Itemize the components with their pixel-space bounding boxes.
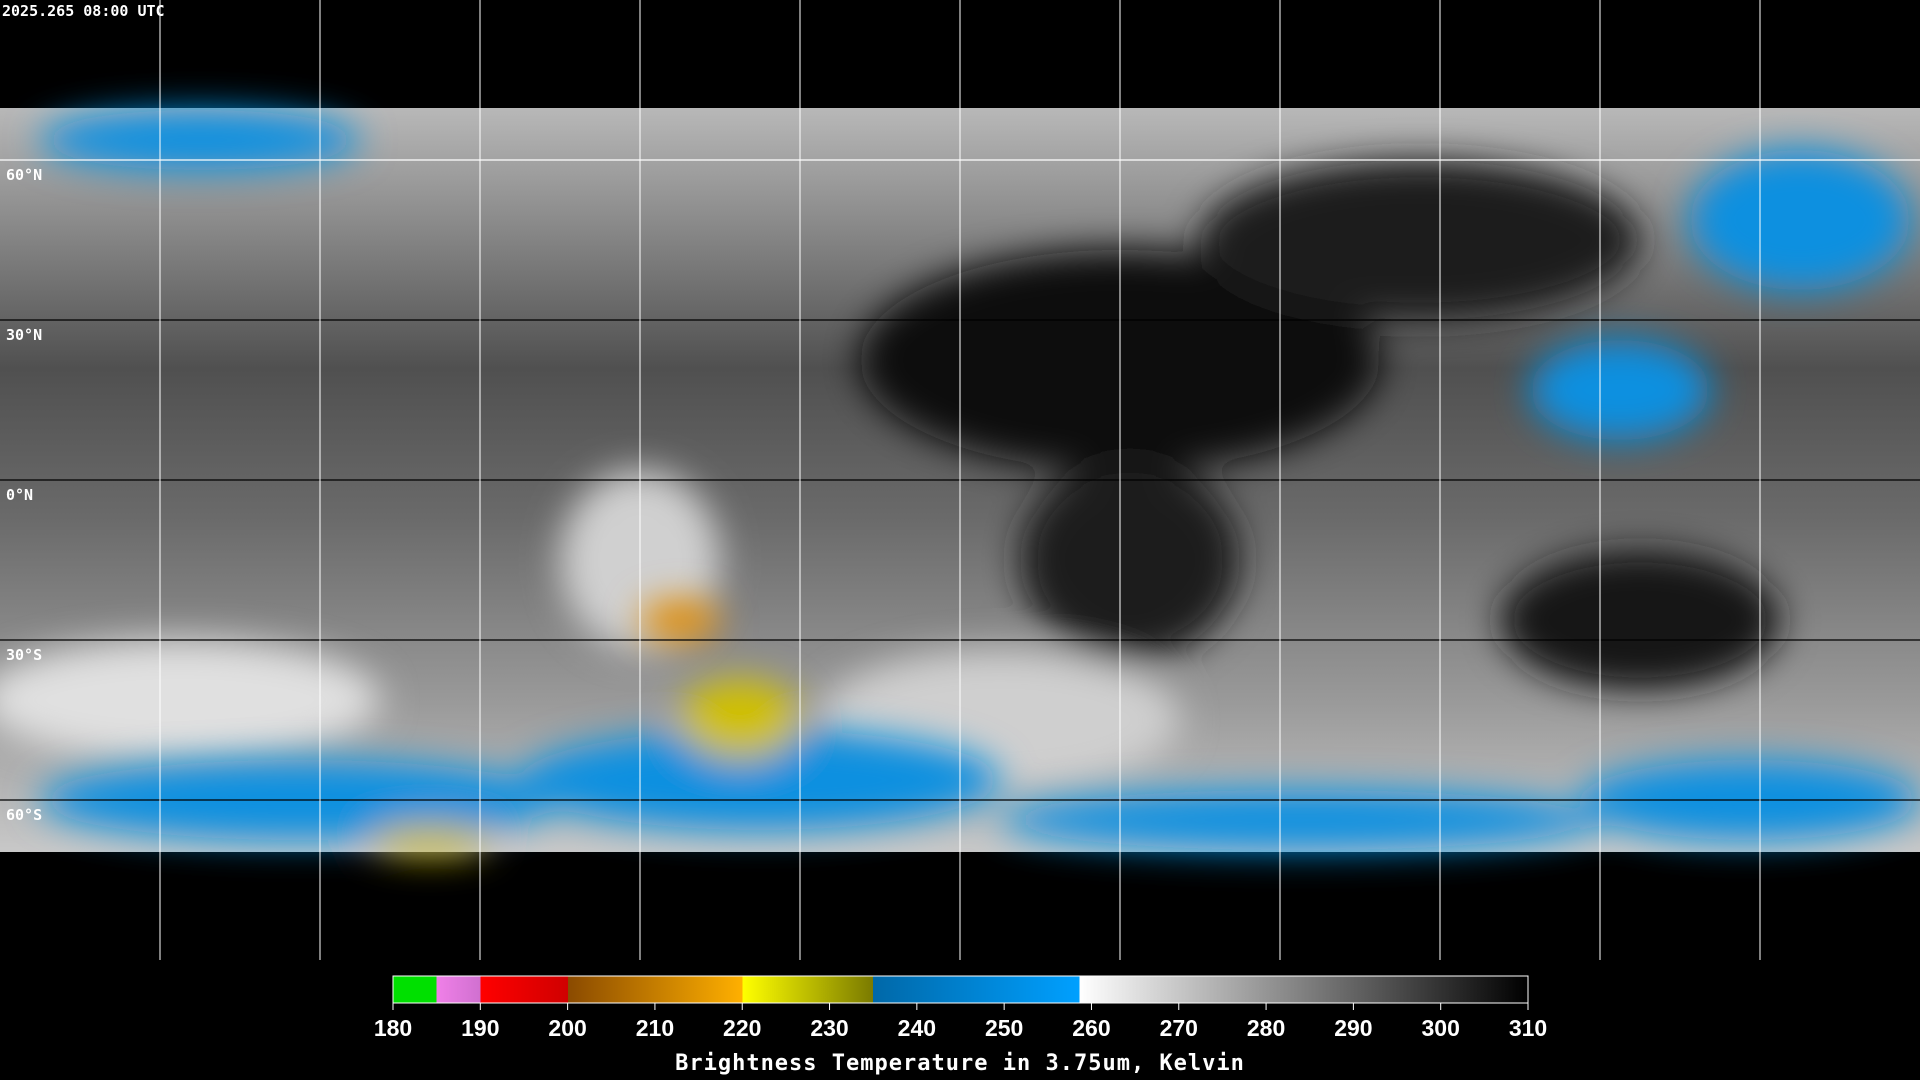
tick-label: 220 — [723, 1015, 761, 1041]
tick-label: 190 — [461, 1015, 499, 1041]
lat-label: 0°N — [6, 486, 33, 504]
tick-label: 280 — [1247, 1015, 1285, 1041]
colorbar-title: Brightness Temperature in 3.75um, Kelvin — [675, 1051, 1245, 1076]
tick-label: 230 — [810, 1015, 848, 1041]
tick-label: 250 — [985, 1015, 1023, 1041]
tick-label: 210 — [636, 1015, 674, 1041]
tick-label: 180 — [374, 1015, 412, 1041]
lat-label: 30°N — [6, 326, 42, 344]
colorbar-ticks: 180 190 200 210 220 230 240 250 260 270 280 290 300 3… — [374, 1003, 1547, 1041]
tick-label: 310 — [1509, 1015, 1547, 1041]
meridians — [159, 0, 1761, 960]
tick-label: 270 — [1160, 1015, 1198, 1041]
lat-labels: 60°N 30°N 0°N 30°S 60°S — [6, 166, 42, 824]
timestamp: 2025.265 08:00 UTC — [2, 2, 165, 20]
lat-label: 60°N — [6, 166, 42, 184]
lat-label: 60°S — [6, 806, 42, 824]
colorbar — [392, 975, 1529, 1004]
tick-label: 300 — [1422, 1015, 1460, 1041]
tick-label: 240 — [898, 1015, 936, 1041]
tick-label: 260 — [1072, 1015, 1110, 1041]
tick-label: 200 — [548, 1015, 586, 1041]
lat-label: 30°S — [6, 646, 42, 664]
tick-label: 290 — [1334, 1015, 1372, 1041]
